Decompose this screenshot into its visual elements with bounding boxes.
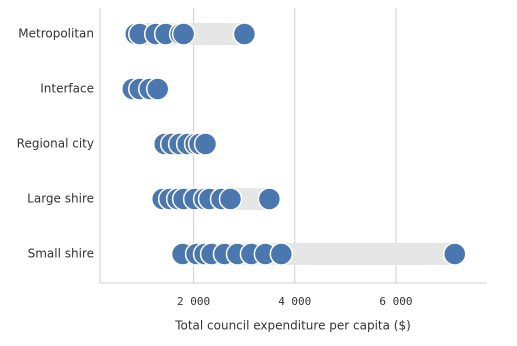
y-tick-label: Small shire	[28, 247, 94, 261]
dot	[171, 22, 196, 46]
y-tick-label: Metropolitan	[18, 27, 94, 41]
x-tick-label: 6 000	[379, 295, 412, 308]
dot	[145, 77, 170, 101]
y-tick-label: Large shire	[27, 192, 94, 206]
dot	[193, 132, 218, 156]
dot	[269, 242, 294, 266]
dot	[443, 242, 467, 266]
x-axis-label: Total council expenditure per capita ($)	[174, 319, 411, 333]
dot	[232, 22, 257, 46]
x-tick-label: 4 000	[278, 295, 311, 308]
y-tick-label: Regional city	[17, 137, 94, 151]
dot	[257, 187, 282, 211]
x-tick-label: 2 000	[177, 295, 210, 308]
y-tick-label: Interface	[40, 82, 94, 96]
dot	[218, 187, 243, 211]
